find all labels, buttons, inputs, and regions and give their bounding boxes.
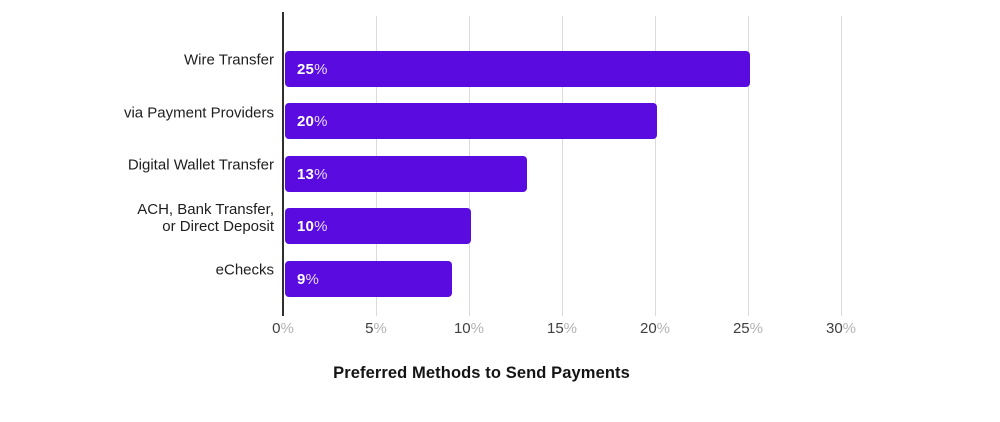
category-label-via-payment-providers: via Payment Providers: [123, 104, 274, 122]
category-label-echecks: eChecks: [215, 261, 274, 279]
x-axis: 0% 5% 10% 15% 20% 25% 30%: [272, 320, 856, 340]
y-axis-line: [282, 12, 284, 316]
gridline-15pct: [562, 16, 563, 316]
bar-value-label: 20%: [297, 112, 328, 130]
bar-digital-wallet-transfer: 13%: [285, 156, 527, 192]
x-tick-10: 10%: [453, 320, 484, 337]
bar-value-label: 9%: [297, 270, 320, 288]
x-tick-0: 0%: [272, 320, 294, 337]
bar-value-label: 13%: [297, 165, 328, 183]
gridline-25pct: [747, 16, 749, 316]
bar-ach-bank-transfer: 10%: [285, 208, 471, 244]
x-tick-25: 25%: [732, 320, 763, 337]
chart-title: Preferred Methods to Send Payments: [333, 364, 630, 382]
category-label-ach-bank-transfer: ACH, Bank Transfer, or Direct Deposit: [137, 201, 274, 235]
x-tick-5: 5%: [365, 320, 387, 337]
category-label-wire-transfer: Wire Transfer: [183, 51, 274, 69]
bar-value-label: 10%: [297, 217, 328, 235]
gridline-20pct: [655, 16, 656, 316]
bar-wire-transfer: 25%: [285, 51, 750, 87]
x-tick-30: 30%: [825, 320, 857, 337]
bar-echecks: 9%: [285, 261, 453, 297]
bar-value-label: 25%: [297, 60, 328, 78]
gridline-30pct: [841, 16, 842, 316]
x-tick-15: 15%: [546, 320, 578, 337]
bar-via-payment-providers: 20%: [285, 103, 657, 139]
plot-area: 25% 20% 13% 10% 9%: [282, 12, 842, 316]
x-tick-20: 20%: [639, 320, 671, 337]
category-label-digital-wallet-transfer: Digital Wallet Transfer: [127, 156, 274, 174]
